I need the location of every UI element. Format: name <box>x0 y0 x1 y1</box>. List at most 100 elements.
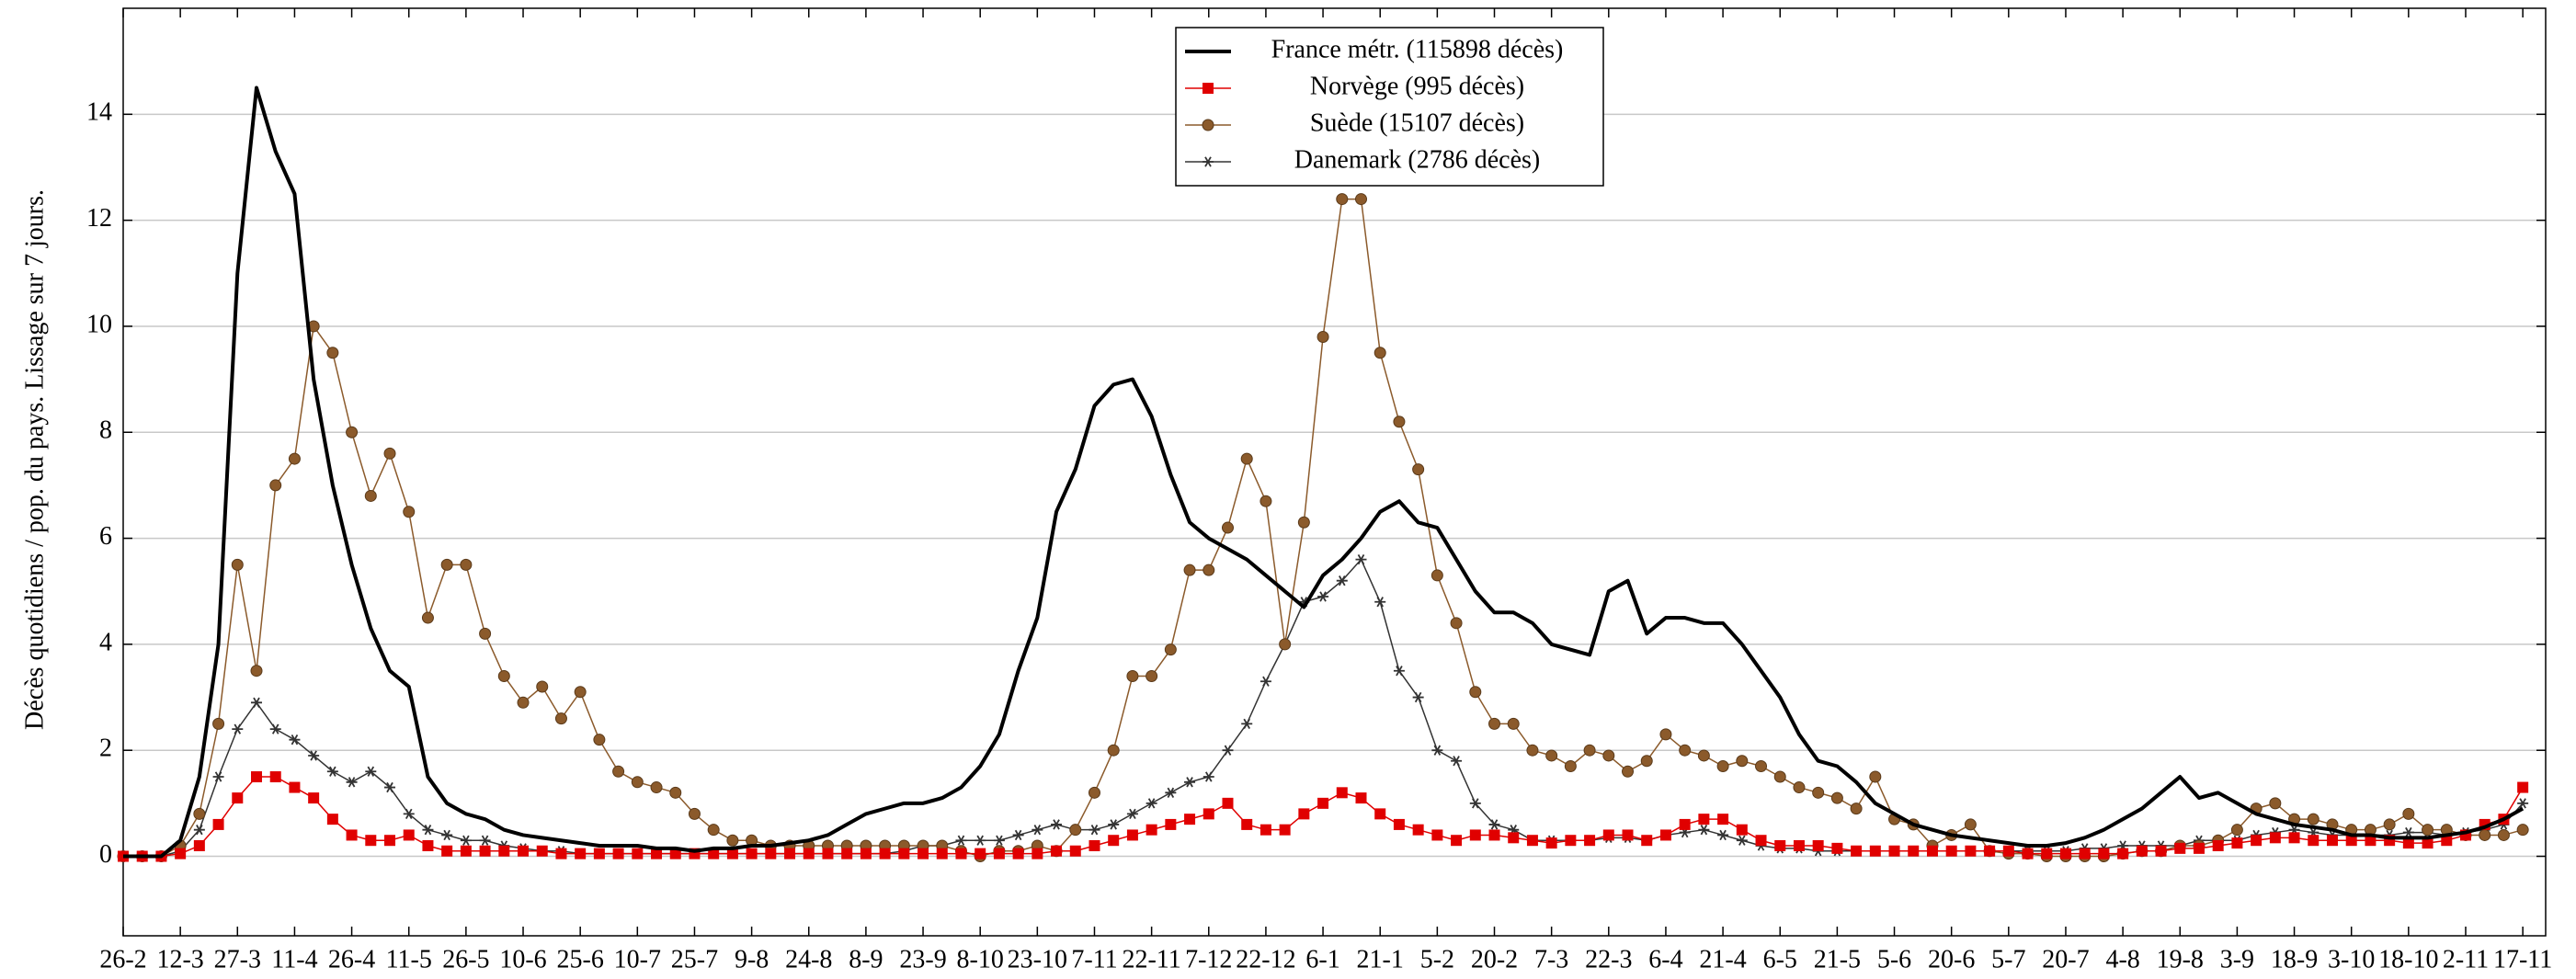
marker <box>251 697 263 708</box>
marker <box>1926 845 1938 857</box>
marker <box>441 845 453 857</box>
marker <box>346 829 358 841</box>
x-tick-label: 21-1 <box>1357 945 1404 973</box>
marker <box>1488 829 1500 841</box>
marker <box>612 765 625 778</box>
marker <box>2230 824 2243 837</box>
marker <box>669 786 682 799</box>
marker <box>1108 819 1120 830</box>
marker <box>1184 777 1196 788</box>
series-line <box>123 198 2524 858</box>
x-tick-label: 23-10 <box>1008 945 1067 973</box>
marker <box>1583 744 1596 757</box>
marker <box>2136 845 2148 857</box>
x-tick-label: 23-9 <box>899 945 946 973</box>
marker <box>1412 691 1424 703</box>
marker <box>1451 756 1463 767</box>
x-tick-label: 19-8 <box>2157 945 2204 973</box>
marker <box>1317 797 1329 809</box>
marker <box>879 848 891 859</box>
marker <box>1507 717 1520 730</box>
x-tick-label: 6-4 <box>1648 945 1682 973</box>
marker <box>554 712 567 725</box>
marker <box>650 781 663 794</box>
x-tick-label: 8-10 <box>957 945 1004 973</box>
marker <box>1602 829 1614 841</box>
marker <box>2517 798 2529 809</box>
marker <box>1774 839 1786 851</box>
x-tick-label: 20-6 <box>1928 945 1975 973</box>
x-tick-label: 26-5 <box>442 945 489 973</box>
marker <box>2269 832 2281 844</box>
marker <box>1717 814 1729 825</box>
marker <box>574 686 587 699</box>
marker <box>1851 845 1863 857</box>
marker <box>2308 835 2320 847</box>
marker <box>422 839 434 851</box>
marker <box>1221 521 1234 534</box>
marker <box>2516 824 2529 837</box>
marker <box>784 848 796 859</box>
x-tick-label: 20-7 <box>2042 945 2089 973</box>
marker <box>955 835 967 846</box>
marker <box>232 792 244 804</box>
x-tick-label: 27-3 <box>214 945 261 973</box>
marker <box>1126 808 1138 820</box>
marker <box>1488 819 1500 830</box>
marker <box>726 834 739 847</box>
marker <box>440 558 453 571</box>
marker <box>1736 755 1749 768</box>
y-tick-label: 14 <box>86 98 112 127</box>
marker <box>536 845 548 857</box>
marker <box>1069 845 1081 857</box>
marker <box>1089 825 1100 836</box>
marker <box>1545 837 1557 849</box>
marker <box>1793 839 1805 851</box>
marker <box>518 845 530 857</box>
marker <box>1241 718 1253 730</box>
marker <box>1203 771 1214 782</box>
marker <box>1164 643 1177 656</box>
marker <box>1602 749 1615 762</box>
marker <box>269 723 281 734</box>
marker <box>1736 824 1748 836</box>
marker <box>1755 835 1767 847</box>
x-tick-label: 7-12 <box>1185 945 1232 973</box>
marker <box>936 848 948 859</box>
marker <box>1564 759 1577 772</box>
marker <box>308 750 320 761</box>
marker <box>1698 814 1710 825</box>
marker <box>2365 835 2377 847</box>
marker <box>326 347 339 359</box>
x-tick-label: 22-12 <box>1236 945 1295 973</box>
marker <box>1773 770 1786 783</box>
marker <box>1393 666 1405 677</box>
marker <box>2251 835 2263 847</box>
marker <box>497 669 510 682</box>
y-tick-label: 10 <box>86 310 112 338</box>
marker <box>2402 807 2415 820</box>
legend-box <box>1175 27 1604 187</box>
marker <box>1222 745 1234 756</box>
marker <box>1336 193 1349 206</box>
marker <box>498 845 510 857</box>
marker <box>1184 814 1196 825</box>
x-tick-label: 26-4 <box>328 945 375 973</box>
marker <box>2422 837 2434 849</box>
x-tick-label: 5-2 <box>1420 945 1454 973</box>
marker <box>1888 845 1900 857</box>
marker <box>593 734 606 746</box>
x-tick-label: 24-8 <box>785 945 832 973</box>
marker <box>803 848 815 859</box>
marker <box>2441 835 2453 847</box>
x-tick-label: 12-3 <box>156 945 203 973</box>
marker <box>1565 835 1577 847</box>
marker <box>1717 829 1729 841</box>
marker <box>308 792 320 804</box>
marker <box>1203 563 1215 576</box>
marker <box>269 479 282 492</box>
marker <box>1736 835 1748 846</box>
marker <box>1793 781 1806 794</box>
marker <box>1812 786 1825 799</box>
marker <box>288 452 301 465</box>
